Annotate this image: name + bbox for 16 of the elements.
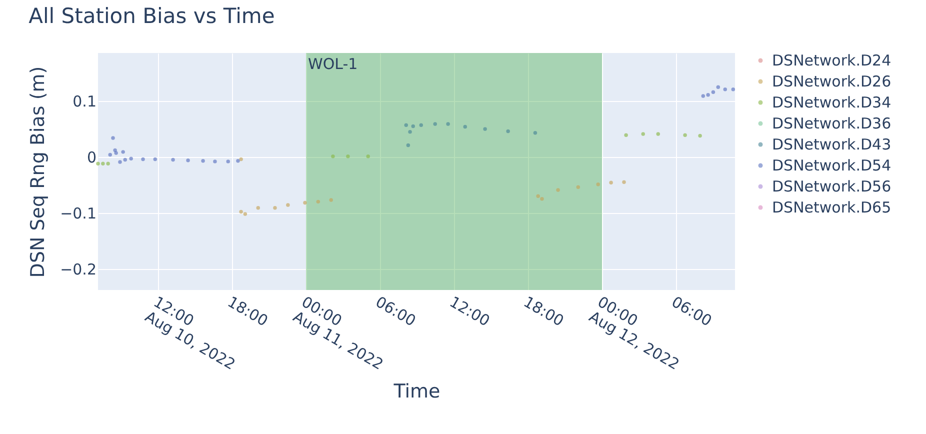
legend-label: DSNetwork.D24 <box>772 52 892 70</box>
y-axis-title: DSN Seq Rng Bias (m) <box>27 66 50 278</box>
legend-label: DSNetwork.D65 <box>772 198 892 216</box>
band-label: WOL-1 <box>308 55 358 73</box>
legend-label: DSNetwork.D36 <box>772 114 892 132</box>
y-tick-label: 0 <box>86 148 96 166</box>
legend-label: DSNetwork.D56 <box>772 178 892 196</box>
chart-title: All Station Bias vs Time <box>28 4 275 28</box>
y-tick-label: −0.1 <box>60 204 96 222</box>
y-tick-label: −0.2 <box>60 260 96 278</box>
y-tick-label: 0.1 <box>72 92 96 111</box>
x-axis-title: Time <box>392 380 440 403</box>
legend-label: DSNetwork.D54 <box>772 156 892 174</box>
legend-label: DSNetwork.D34 <box>772 94 892 112</box>
legend-label: DSNetwork.D26 <box>772 72 892 90</box>
legend-label: DSNetwork.D43 <box>772 136 892 154</box>
